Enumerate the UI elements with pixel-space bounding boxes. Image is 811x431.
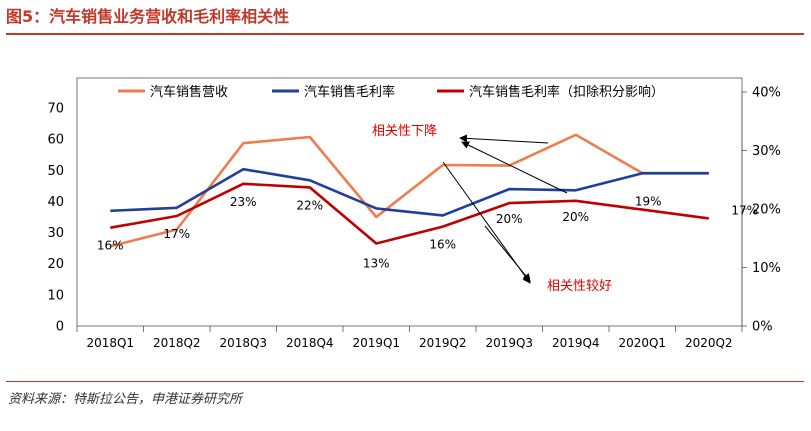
data-label: 17% (163, 227, 190, 241)
x-tick-label: 2018Q1 (86, 336, 134, 350)
source-note: 资料来源：特斯拉公告，申港证券研究所 (8, 392, 243, 407)
data-label: 20% (562, 210, 589, 224)
y-right-tick-label: 0% (752, 320, 773, 335)
legend: 汽车销售营收 汽车销售毛利率 汽车销售毛利率（扣除积分影响） (118, 84, 664, 100)
x-tick-label: 2020Q2 (685, 336, 733, 350)
series-line-margin-adj (110, 182, 709, 245)
y-right-tick-label: 20% (752, 203, 781, 218)
x-tick-label: 2019Q4 (552, 336, 600, 350)
series-line-margin (110, 167, 709, 217)
y-left-tick-label: 40 (47, 195, 64, 210)
y-right-tick-label: 10% (752, 261, 781, 276)
x-tick-label: 2020Q1 (618, 336, 666, 350)
legend-label-margin: 汽车销售毛利率 (304, 84, 395, 100)
data-label: 13% (363, 257, 390, 271)
x-tick-label: 2019Q2 (419, 336, 467, 350)
y-left-tick-label: 30 (47, 226, 64, 241)
y-right-tick-label: 40% (752, 86, 781, 101)
data-label: 20% (496, 212, 523, 226)
legend-label-revenue: 汽车销售营收 (150, 84, 228, 100)
series-line-revenue (109, 133, 709, 248)
annotation-better: 相关性较好 (547, 279, 612, 294)
y-left-tick-label: 60 (47, 133, 64, 148)
data-label: 16% (97, 239, 124, 253)
x-tick-label: 2018Q4 (286, 336, 334, 350)
y-left-tick-label: 10 (47, 288, 64, 303)
y-right-tick-label: 30% (752, 144, 781, 159)
x-tick-label: 2019Q3 (485, 336, 533, 350)
x-tick-label: 2018Q3 (219, 336, 267, 350)
annotation-decrease: 相关性下降 (372, 124, 437, 139)
x-tick-label: 2019Q1 (352, 336, 400, 350)
x-tick-label: 2018Q2 (153, 336, 201, 350)
figure-title: 图5：汽车销售业务营收和毛利率相关性 (6, 7, 290, 26)
legend-label-margin-adj: 汽车销售毛利率（扣除积分影响） (469, 84, 664, 100)
y-left-tick-label: 0 (56, 320, 64, 335)
bottom-rule (6, 381, 804, 382)
data-label: 16% (429, 238, 456, 252)
y-left-tick-label: 50 (47, 164, 64, 179)
data-label: 23% (230, 195, 257, 209)
y-left-tick-label: 70 (47, 102, 64, 117)
arrow-decrease-2 (461, 141, 568, 194)
arrow-better-1 (484, 225, 531, 282)
y-left-tick-label: 20 (47, 257, 64, 272)
title-rule (6, 33, 804, 35)
data-label: 17% (731, 203, 758, 217)
arrow-better-2 (442, 161, 531, 284)
arrow-decrease-1 (459, 134, 549, 144)
data-label: 19% (635, 195, 662, 209)
data-label: 22% (296, 198, 323, 212)
